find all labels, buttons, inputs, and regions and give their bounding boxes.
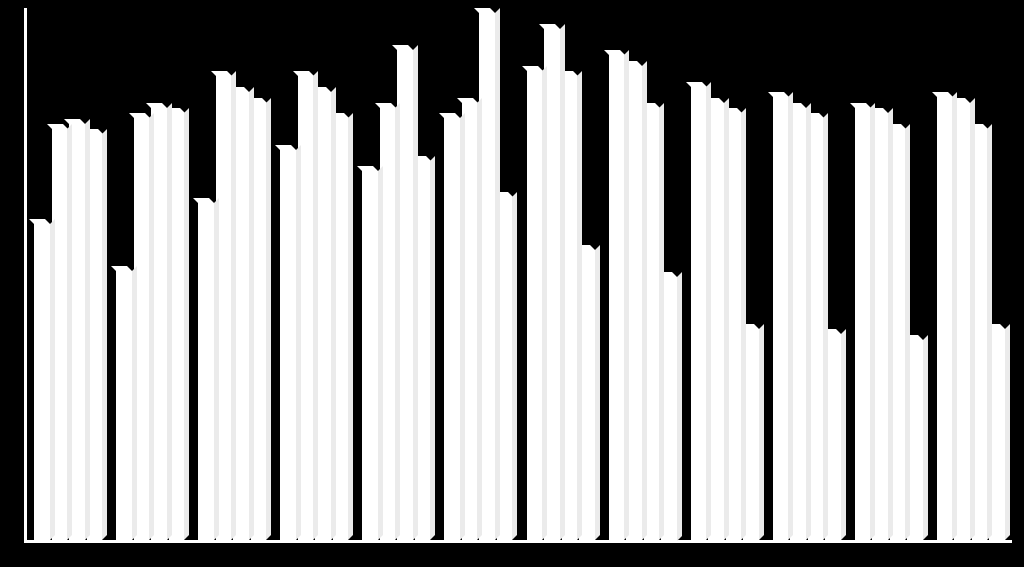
plot-area	[27, 8, 1012, 540]
bar	[198, 198, 214, 540]
x-axis	[24, 540, 1012, 543]
bar-chart	[0, 0, 1024, 567]
bar	[116, 266, 132, 540]
bar	[773, 92, 789, 540]
y-axis	[24, 8, 27, 543]
bar	[34, 219, 50, 540]
bar	[444, 113, 460, 540]
bar	[527, 66, 543, 540]
bar	[362, 166, 378, 540]
bar	[609, 50, 625, 540]
bar	[937, 92, 953, 540]
bar	[280, 145, 296, 540]
bar	[691, 82, 707, 540]
bar	[855, 103, 871, 540]
